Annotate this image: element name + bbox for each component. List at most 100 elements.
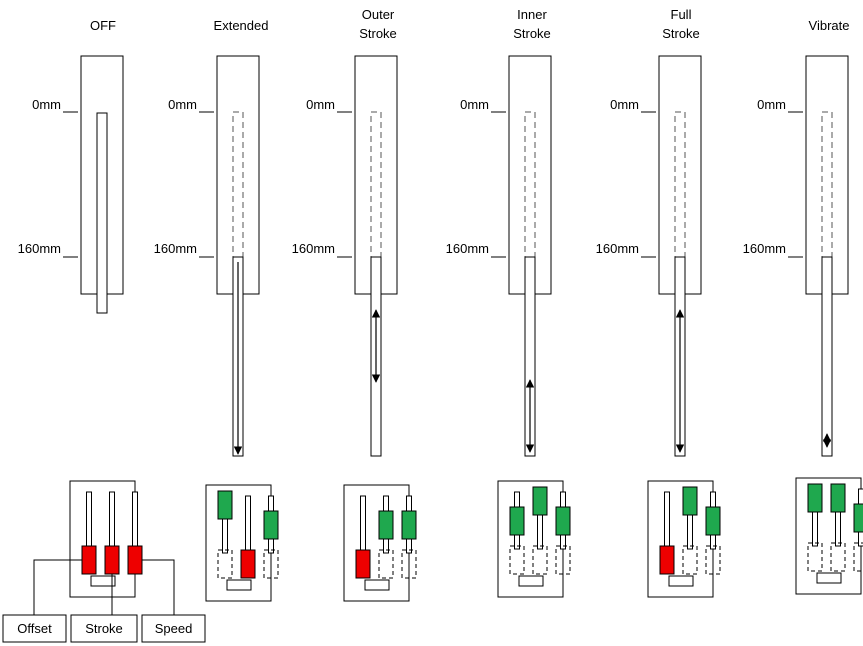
- legend-speed-label: Speed: [155, 621, 193, 636]
- control-display: [518, 575, 544, 587]
- slider-knob-on: [807, 483, 823, 513]
- control-panel: [205, 484, 279, 602]
- label-160mm: 160mm: [596, 241, 639, 256]
- panel-title: OFF: [90, 18, 116, 33]
- slider-knob-off: [127, 545, 143, 575]
- slider-knob-on: [378, 510, 394, 540]
- control-panel: [795, 477, 863, 595]
- label-160mm: 160mm: [446, 241, 489, 256]
- actuator-body: [508, 55, 552, 295]
- slider-knob-on: [555, 506, 571, 536]
- panel-title-line: Full: [671, 7, 692, 22]
- panel-title-line: Inner: [517, 7, 547, 22]
- panel-title-line: Stroke: [513, 26, 551, 41]
- slider-knob-on: [830, 483, 846, 513]
- label-0mm: 0mm: [460, 97, 489, 112]
- label-0mm: 0mm: [306, 97, 335, 112]
- label-160mm: 160mm: [292, 241, 335, 256]
- slider-knob-off: [659, 545, 675, 575]
- slider-knob-ghost: [263, 549, 279, 579]
- slider-knob-ghost: [682, 545, 698, 575]
- panel-title-line: Stroke: [359, 26, 397, 41]
- actuator-body: [805, 55, 849, 295]
- slider-knob-off: [355, 549, 371, 579]
- panel-extended: Extended 0mm 160mm: [154, 18, 279, 602]
- panel-vibrate: Vibrate 0mm 160mm: [743, 18, 863, 595]
- label-0mm: 0mm: [32, 97, 61, 112]
- slider-knob-ghost: [509, 545, 525, 575]
- panel-title-line: Vibrate: [809, 18, 850, 33]
- connector-offset: [33, 559, 82, 615]
- control-box: [205, 484, 272, 602]
- control-panel: [497, 480, 571, 598]
- panel-title: Full Stroke: [662, 7, 700, 41]
- panel-title: Extended: [214, 18, 269, 33]
- panel-title: Outer Stroke: [359, 7, 397, 41]
- slider-knob-on: [705, 506, 721, 536]
- panel-title-line: OFF: [90, 18, 116, 33]
- slider-knob-ghost: [830, 542, 846, 572]
- panel-off: OFF 0mm 160mm: [18, 18, 175, 615]
- label-160mm: 160mm: [18, 241, 61, 256]
- slider-track: [109, 491, 115, 550]
- slider-knob-off: [81, 545, 97, 575]
- panel-title-line: Outer: [362, 7, 395, 22]
- control-display: [364, 579, 390, 591]
- panel-title-line: Extended: [214, 18, 269, 33]
- actuator-rod: [821, 256, 833, 457]
- slider-knob-ghost: [401, 549, 417, 579]
- slider-knob-off: [104, 545, 120, 575]
- actuator-rod: [96, 112, 108, 314]
- connector-speed: [142, 559, 175, 615]
- control-display: [668, 575, 694, 587]
- slider-track: [86, 491, 92, 550]
- control-display: [816, 572, 842, 584]
- control-panel: [343, 484, 417, 602]
- slider-knob-on: [263, 510, 279, 540]
- panel-title: Inner Stroke: [513, 7, 551, 41]
- slider-knob-ghost: [378, 549, 394, 579]
- slider-knob-ghost: [807, 542, 823, 572]
- panel-title: Vibrate: [809, 18, 850, 33]
- legend-offset-box: [2, 614, 67, 643]
- slider-knob-ghost: [217, 549, 233, 579]
- legend: Offset Stroke Speed: [2, 614, 206, 643]
- actuator-rod: [524, 256, 536, 457]
- actuator-body: [216, 55, 260, 295]
- slider-knob-ghost: [555, 545, 571, 575]
- actuator-body: [354, 55, 398, 295]
- panel-outer-stroke: Outer Stroke 0mm 160mm: [292, 7, 417, 602]
- legend-stroke-label: Stroke: [85, 621, 123, 636]
- mode-panels: OFF 0mm 160mm Extended 0mm 160mm Outer Stroke 0m…: [18, 7, 863, 615]
- slider-knob-ghost: [853, 542, 863, 572]
- panel-title-line: Stroke: [662, 26, 700, 41]
- slider-track: [132, 491, 138, 550]
- control-display: [90, 575, 116, 587]
- slider-knob-on: [853, 503, 863, 533]
- slider-track: [245, 495, 251, 554]
- label-0mm: 0mm: [168, 97, 197, 112]
- label-0mm: 0mm: [757, 97, 786, 112]
- legend-offset-label: Offset: [17, 621, 52, 636]
- slider-knob-on: [509, 506, 525, 536]
- label-160mm: 160mm: [154, 241, 197, 256]
- label-0mm: 0mm: [610, 97, 639, 112]
- legend-connectors: [33, 559, 175, 615]
- legend-stroke-box: [70, 614, 138, 643]
- panel-full-stroke: Full Stroke 0mm 160mm: [596, 7, 721, 598]
- control-panel: [69, 480, 143, 598]
- slider-knob-ghost: [532, 545, 548, 575]
- panel-inner-stroke: Inner Stroke 0mm 160mm: [446, 7, 571, 598]
- slider-track: [664, 491, 670, 550]
- control-panel: [647, 480, 721, 598]
- slider-track: [360, 495, 366, 554]
- slider-knob-on: [401, 510, 417, 540]
- label-160mm: 160mm: [743, 241, 786, 256]
- control-display: [226, 579, 252, 591]
- slider-knob-on: [532, 486, 548, 516]
- actuator-body: [658, 55, 702, 295]
- slider-knob-on: [682, 486, 698, 516]
- slider-knob-ghost: [705, 545, 721, 575]
- slider-knob-on: [217, 490, 233, 520]
